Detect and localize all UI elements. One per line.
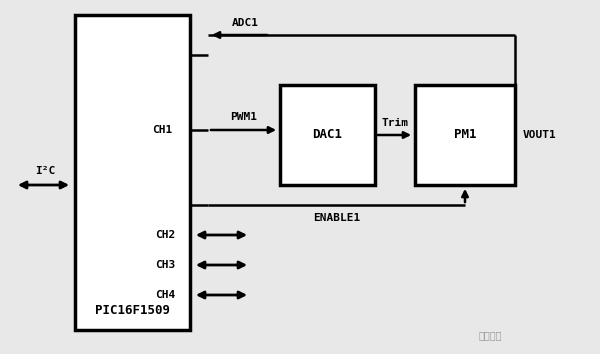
Text: ADC1: ADC1 xyxy=(232,18,259,28)
Text: 贸泽电子: 贸泽电子 xyxy=(478,330,502,340)
Text: PIC16F1509: PIC16F1509 xyxy=(95,303,170,316)
Bar xyxy=(75,15,190,330)
Text: CH2: CH2 xyxy=(155,230,175,240)
Text: Trim: Trim xyxy=(382,118,409,128)
Text: PM1: PM1 xyxy=(454,129,476,142)
Text: ENABLE1: ENABLE1 xyxy=(313,213,360,223)
Bar xyxy=(415,85,515,185)
Text: CH1: CH1 xyxy=(152,125,172,135)
Text: I²C: I²C xyxy=(35,166,55,176)
Text: VOUT1: VOUT1 xyxy=(523,130,557,140)
Text: CH4: CH4 xyxy=(155,290,175,300)
Text: PWM1: PWM1 xyxy=(230,112,257,122)
Text: CH3: CH3 xyxy=(155,260,175,270)
Text: DAC1: DAC1 xyxy=(313,129,343,142)
Bar xyxy=(280,85,375,185)
